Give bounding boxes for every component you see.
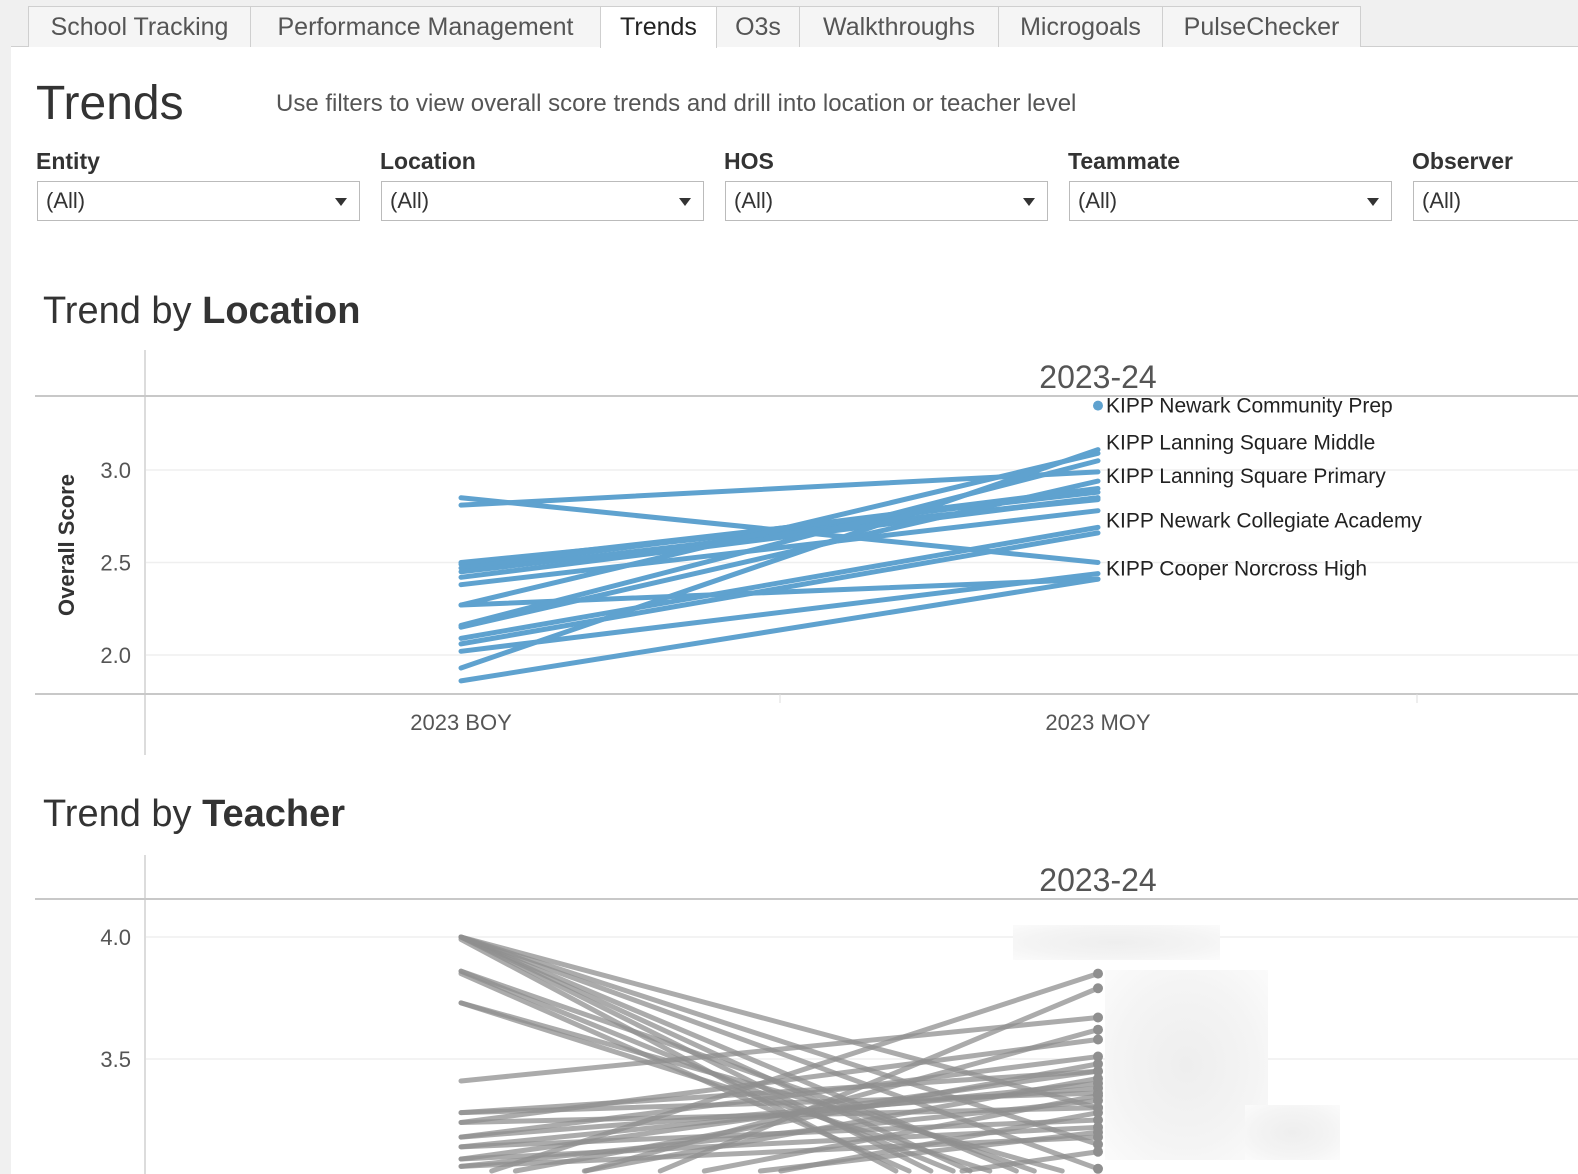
series-end-point [1093, 983, 1103, 994]
series-line [701, 1093, 1101, 1174]
series-line [757, 1129, 1101, 1174]
series-end-point [1093, 1051, 1103, 1062]
redacted-label [1013, 925, 1220, 960]
hos-dropdown[interactable]: (All) [725, 181, 1048, 221]
teammate-value: (All) [1078, 188, 1118, 213]
series-end-point [1093, 1115, 1103, 1125]
window-top-strip [0, 0, 1578, 7]
entity-dropdown[interactable]: (All) [37, 181, 360, 221]
location-trend-chart: 2023-24 2.0 2.5 3.0 Overall Score 2023 BOY 202… [35, 350, 1578, 755]
series-end-point [1093, 1058, 1103, 1069]
filter-label-teammate: Teammate [1068, 148, 1181, 174]
series-line [458, 1015, 1101, 1084]
filter-label-entity: Entity [36, 148, 100, 174]
y-tick-label: 4.0 [100, 925, 131, 950]
y-tick-label: 3.5 [100, 1047, 131, 1072]
series-line [458, 571, 1101, 654]
section-title-bold: Teacher [202, 793, 346, 835]
series-line [458, 495, 1101, 580]
series-end-point [1093, 1163, 1103, 1174]
dropdown-arrow-icon [1023, 198, 1035, 206]
series-end-point [1093, 1127, 1103, 1138]
column-header: 2023-24 [1039, 862, 1156, 898]
location-dropdown[interactable]: (All) [381, 181, 704, 221]
tab-performance-management[interactable]: Performance Management [250, 6, 601, 47]
series-line [489, 971, 1101, 1174]
label-marker [1093, 400, 1103, 411]
section-title-prefix: Trend by [43, 290, 192, 332]
dropdown-arrow-icon [679, 198, 691, 206]
page-title: Trends [36, 77, 184, 130]
redacted-label [1245, 1105, 1340, 1160]
series-end-point [1093, 1090, 1103, 1101]
series-line [458, 576, 1101, 684]
left-margin [0, 46, 11, 1174]
filter-label-location: Location [380, 148, 476, 174]
series-label: KIPP Newark Collegiate Academy [1106, 509, 1422, 532]
series-line [458, 524, 1101, 641]
series-end-point [1093, 1139, 1103, 1150]
y-axis-title: Overall Score [54, 474, 79, 616]
filter-label-observer: Observer [1412, 148, 1514, 174]
series-end-point [1093, 1066, 1103, 1077]
series-line [581, 1076, 1101, 1174]
location-value: (All) [390, 188, 430, 213]
tab-walkthroughs[interactable]: Walkthroughs [799, 6, 999, 47]
x-tick-label: 2023 BOY [410, 710, 512, 735]
series-label: KIPP Lanning Square Middle [1106, 432, 1375, 455]
observer-value: (All) [1422, 188, 1462, 213]
section-title-prefix: Trend by [43, 793, 192, 835]
series-line [458, 1036, 1101, 1125]
x-tick-label: 2023 MOY [1045, 710, 1150, 735]
y-tick-label: 2.5 [100, 551, 131, 576]
section-title-teacher: Trend by Teacher [43, 793, 345, 836]
teammate-dropdown[interactable]: (All) [1069, 181, 1392, 221]
section-title-location: Trend by Location [43, 290, 360, 333]
redacted-label [1105, 970, 1268, 1160]
series-label: KIPP Lanning Square Primary [1106, 465, 1386, 488]
series-line [458, 478, 1101, 630]
series-end-point [1093, 1012, 1103, 1023]
column-header: 2023-24 [1039, 359, 1156, 395]
tab-school-tracking[interactable]: School Tracking [28, 6, 251, 47]
page-subtitle: Use filters to view overall score trends… [276, 90, 1077, 117]
teacher-trend-chart: 2023-24 3.5 4.0 [35, 855, 1578, 1174]
series-line [458, 530, 1101, 647]
series-line [458, 447, 1101, 671]
dropdown-arrow-icon [335, 198, 347, 206]
series-end-point [1093, 1146, 1103, 1157]
series-label: KIPP Newark Community Prep [1106, 395, 1393, 418]
series-group [458, 934, 1103, 1174]
tab-o3s[interactable]: O3s [716, 6, 800, 47]
y-tick-label: 3.0 [100, 458, 131, 483]
series-line [657, 985, 1101, 1174]
series-group [458, 447, 1101, 684]
series-line [583, 1027, 1101, 1174]
filter-label-hos: HOS [724, 148, 774, 174]
series-line [458, 1068, 1101, 1116]
tab-trends[interactable]: Trends [600, 6, 717, 48]
series-label: KIPP Cooper Norcross High [1106, 557, 1367, 580]
series-line [458, 450, 1101, 608]
tab-pulsechecker[interactable]: PulseChecker [1162, 6, 1361, 47]
dropdown-arrow-icon [1367, 198, 1379, 206]
series-line [512, 1061, 1101, 1174]
hos-value: (All) [734, 188, 774, 213]
series-end-point [1093, 1034, 1103, 1045]
series-end-point [1093, 968, 1103, 979]
series-line [458, 508, 1101, 588]
entity-value: (All) [46, 188, 86, 213]
observer-dropdown[interactable]: (All) [1413, 181, 1578, 221]
series-end-point [1093, 1024, 1103, 1035]
tab-microgoals[interactable]: Microgoals [998, 6, 1163, 47]
series-end-point [1093, 1073, 1103, 1084]
series-line [959, 1149, 1101, 1174]
series-end-point [1093, 1107, 1103, 1118]
series-line [458, 1054, 1101, 1140]
y-tick-label: 2.0 [100, 643, 131, 668]
section-title-bold: Location [202, 290, 361, 332]
